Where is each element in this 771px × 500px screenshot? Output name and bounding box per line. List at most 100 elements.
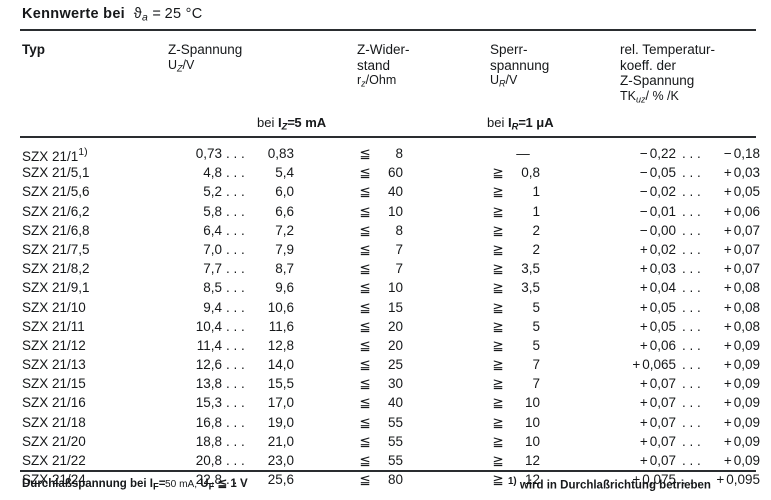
- cell-tk-max: +0,03: [723, 165, 760, 181]
- cell-uz-range-dots: . . .: [226, 453, 245, 468]
- cell-rz-relation: ≦: [359, 318, 371, 334]
- cell-ur-value: 3,5: [521, 280, 540, 296]
- table-row: SZX 21/22 20,8 . . . 23,0 ≦ 55 ≧ 12 +0,07 . . . +0…: [0, 453, 771, 472]
- cell-ur-relation: ≧: [492, 203, 504, 219]
- cell-rz-value: 8: [395, 146, 403, 161]
- cell-ur-value: 1: [532, 184, 540, 200]
- cell-tk-max: +0,095: [716, 472, 760, 488]
- cell-uz-range-dots: . . .: [226, 376, 245, 392]
- condition-iz: bei IZ=5 mA: [257, 115, 327, 132]
- cell-tk-min: +0,05: [639, 299, 676, 315]
- cell-uz-min: 12,6: [195, 357, 222, 373]
- cell-typ: SZX 21/24: [22, 472, 86, 488]
- cell-uz-min: 5,2: [203, 184, 222, 200]
- cell-rz-relation: ≦: [359, 184, 371, 200]
- cell-tk-min: +0,075: [632, 472, 676, 488]
- cell-typ: SZX 21/18: [22, 414, 86, 430]
- cell-uz-range-dots: . . .: [226, 337, 245, 353]
- cell-uz-max: 8,7: [275, 261, 294, 277]
- table-row: SZX 21/11 10,4. . . 11,6 ≦ 20 ≧ 5 +0,05. . . +0,…: [0, 319, 771, 338]
- cell-rz-relation: ≦: [359, 165, 371, 181]
- cell-ur-relation: ≧: [492, 241, 504, 257]
- cell-uz-min: 6,4: [203, 222, 222, 238]
- cell-rz-value: 25: [387, 357, 403, 373]
- cell-tk-min: +0,06: [639, 337, 676, 353]
- cell-rz-value: 55: [387, 433, 403, 449]
- cell-ur-value: —: [516, 146, 530, 161]
- cell-tk-max: +0,09: [723, 337, 760, 353]
- cell-tk-min: +0,02: [639, 241, 676, 257]
- cell-uz-max: 10,6: [267, 299, 294, 315]
- cell-tk-range-dots: . . .: [682, 376, 701, 392]
- cell-typ: SZX 21/22: [22, 453, 86, 468]
- cell-typ: SZX 21/5,1: [22, 165, 90, 181]
- table-row: SZX 21/10 9,4. . . 10,6 ≦ 15 ≧ 5 +0,05. . . +0,0…: [0, 300, 771, 319]
- cell-ur-value: 1: [532, 203, 540, 219]
- cell-ur-value: 10: [524, 433, 540, 449]
- cell-uz-min: 20,8: [195, 453, 222, 468]
- cell-uz-max: 14,0: [267, 357, 294, 373]
- cell-rz-relation: ≦: [359, 376, 371, 392]
- cell-rz-value: 30: [387, 376, 403, 392]
- cell-ur-value: 5: [532, 337, 540, 353]
- cell-uz-min: 11,4: [196, 337, 222, 353]
- cell-uz-min: 0,73: [195, 146, 222, 161]
- cell-ur-relation: ≧: [492, 165, 504, 181]
- cell-uz-max: 7,2: [275, 222, 294, 238]
- column-header-z-spannung: Z-Spannung UZ/V: [168, 42, 243, 73]
- column-header-temperaturkoeffizient: rel. Temperatur- koeff. der Z-Spannung T…: [620, 42, 716, 104]
- table-row: SZX 21/11) 0,73 . . . 0,83 ≦ 8 — −0,22 . . . −0,1…: [0, 146, 771, 165]
- cell-tk-max: +0,05: [723, 184, 760, 200]
- cell-uz-range-dots: . . .: [226, 146, 245, 161]
- cell-rz-value: 55: [387, 453, 403, 468]
- cell-uz-range-dots: . . .: [226, 433, 245, 449]
- cell-uz-min: 15,3: [195, 395, 222, 411]
- cell-uz-min: 18,8: [195, 433, 222, 449]
- cell-uz-max: 23,0: [267, 453, 294, 468]
- cell-rz-relation: ≦: [359, 433, 371, 449]
- cell-ur-relation: ≧: [492, 453, 504, 468]
- cell-tk-range-dots: . . .: [682, 203, 701, 219]
- cell-ur-value: 12: [524, 472, 540, 488]
- table-header: Typ Z-Spannung UZ/V Z-Wider- stand rz/Oh…: [0, 42, 771, 134]
- cell-tk-range-dots: . . .: [682, 261, 701, 277]
- cell-tk-min: +0,07: [639, 376, 676, 392]
- cell-typ: SZX 21/7,5: [22, 241, 90, 257]
- table-row: SZX 21/18 16,8. . . 19,0 ≦ 55 ≧ 10 +0,07. . . +0…: [0, 415, 771, 434]
- table-row: SZX 21/5,1 4,8. . . 5,4 ≦ 60 ≧ 0,8−0,05. . . +0…: [0, 165, 771, 184]
- cell-ur-relation: ≧: [492, 261, 504, 277]
- cell-tk-min: −0,05: [639, 165, 676, 181]
- cell-tk-max: +0,07: [723, 241, 760, 257]
- table-row: SZX 21/8,2 7,7. . . 8,7 ≦ 7 ≧ 3,5 +0,03. . . +0,…: [0, 261, 771, 280]
- cell-tk-range-dots: . . .: [682, 222, 701, 238]
- table-row: SZX 21/7,5 7,0. . . 7,9 ≦ 7 ≧ 2 +0,02. . . +0,07: [0, 242, 771, 261]
- cell-typ: SZX 21/6,8: [22, 222, 90, 238]
- cell-ur-relation: ≧: [492, 299, 504, 315]
- table-row: SZX 21/9,1 8,5. . . 9,6 ≦ 10 ≧ 3,5 +0,04. . . +0…: [0, 280, 771, 299]
- cell-uz-range-dots: . . .: [226, 318, 245, 334]
- cell-ur-value: 0,8: [521, 165, 540, 181]
- cell-tk-max: +0,06: [723, 203, 760, 219]
- rule-top-divider: [20, 29, 756, 31]
- cell-rz-value: 8: [395, 222, 403, 238]
- table-row: SZX 21/6,8 6,4. . . 7,2 ≦ 8 ≧ 2−0,00. . . +0,07: [0, 223, 771, 242]
- cell-tk-max: +0,08: [723, 299, 760, 315]
- table-body: SZX 21/11) 0,73 . . . 0,83 ≦ 8 — −0,22 . . . −0,1…: [0, 146, 771, 491]
- cell-tk-min: +0,065: [632, 357, 676, 373]
- cell-typ: SZX 21/10: [22, 299, 86, 315]
- cell-uz-range-dots: . . .: [226, 241, 245, 257]
- cell-tk-max: +0,09: [723, 376, 760, 392]
- cell-typ: SZX 21/8,2: [22, 261, 90, 277]
- table-row: SZX 21/16 15,3. . . 17,0 ≦ 40 ≧ 10 +0,07. . . +0…: [0, 395, 771, 414]
- cell-tk-range-dots: . . .: [682, 184, 701, 200]
- rule-header-divider: [20, 136, 756, 138]
- cell-tk-range-dots: . . .: [682, 146, 701, 161]
- cell-typ: SZX 21/11): [22, 146, 88, 164]
- rule-bottom-divider: [20, 470, 756, 472]
- column-header-sperrspannung: Sperr- spannung UR/V: [490, 42, 550, 89]
- cell-ur-value: 7: [532, 357, 540, 373]
- cell-rz-relation: ≦: [359, 337, 371, 353]
- cell-rz-relation: ≦: [359, 453, 371, 468]
- cell-uz-range-dots: . . .: [226, 203, 245, 219]
- cell-uz-min: 7,0: [203, 241, 222, 257]
